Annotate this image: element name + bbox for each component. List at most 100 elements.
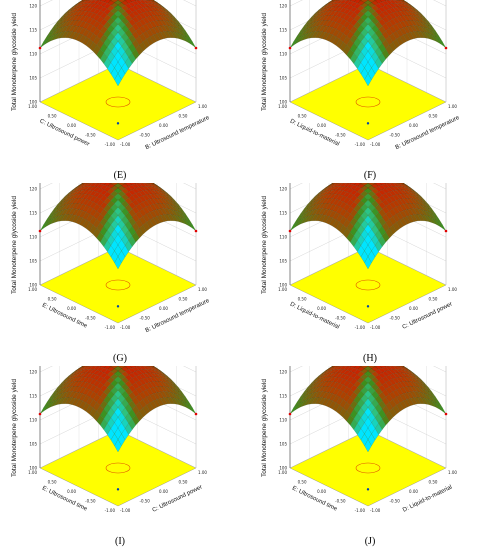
y-tick-label: 0.50 xyxy=(429,114,438,119)
edge-point xyxy=(194,412,198,416)
surface-cell xyxy=(373,183,377,184)
surface-cell xyxy=(364,439,372,453)
y-tick-label: -1.00 xyxy=(120,325,131,330)
panel-label: (E) xyxy=(114,170,127,181)
panel-f: 125120115110105100Total Monoterpene glyc… xyxy=(250,0,500,183)
x-tick-label: 0.50 xyxy=(48,297,57,302)
panel-j: 125120115110105100Total Monoterpene glyc… xyxy=(250,366,500,549)
z-axis-label: Total Monoterpene glycoside yield xyxy=(11,379,18,477)
surface-cell xyxy=(114,256,122,270)
panel-label: (G) xyxy=(113,353,127,364)
surface-mesh xyxy=(289,0,447,87)
edge-point xyxy=(38,229,42,233)
funnel-point xyxy=(116,305,120,308)
z-tick-label: 115 xyxy=(279,394,287,399)
surface-cell xyxy=(123,366,127,367)
y-tick-label: -1.00 xyxy=(120,508,131,513)
y-tick-label: -0.50 xyxy=(390,499,401,504)
panel-label: (I) xyxy=(115,536,125,547)
panel-e: 125120115110105100Total Monoterpene glyc… xyxy=(0,0,250,183)
edge-point xyxy=(288,46,292,50)
z-tick-label: 105 xyxy=(29,442,37,447)
z-tick-label: 105 xyxy=(279,76,287,81)
x-tick-label: 0.00 xyxy=(67,489,76,494)
x-tick-label: 1.00 xyxy=(278,104,287,109)
floor-contour xyxy=(355,462,381,474)
z-tick-label: 110 xyxy=(29,52,37,57)
x-axis-label: E: Ultrosound time xyxy=(41,486,89,513)
funnel-point xyxy=(366,122,370,125)
floor-contour xyxy=(105,462,131,474)
y-tick-label: 0.50 xyxy=(179,297,188,302)
z-tick-label: 115 xyxy=(29,28,37,33)
surface-plot-i: 125120115110105100Total Monoterpene glyc… xyxy=(11,366,207,547)
z-tick-label: 120 xyxy=(279,370,287,375)
panel-label: (J) xyxy=(365,536,376,547)
y-tick-label: -1.00 xyxy=(120,142,131,147)
x-tick-label: 1.00 xyxy=(278,287,287,292)
edge-point xyxy=(288,229,292,233)
surface-cell xyxy=(364,256,372,270)
funnel-point xyxy=(116,488,120,491)
y-tick-label: 0.00 xyxy=(159,489,168,494)
funnel-point xyxy=(366,305,370,308)
edge-point xyxy=(444,46,448,50)
x-axis-label: E: Ultrosound time xyxy=(41,303,89,330)
surface-cell xyxy=(114,73,122,87)
x-tick-label: 1.00 xyxy=(28,287,37,292)
z-tick-label: 110 xyxy=(279,235,287,240)
y-tick-label: 1.00 xyxy=(198,104,207,109)
edge-point xyxy=(38,412,42,416)
surface-cell xyxy=(123,0,127,1)
panel-g: 125120115110105100Total Monoterpene glyc… xyxy=(0,183,250,366)
floor-contour xyxy=(355,279,381,291)
y-tick-label: 0.00 xyxy=(409,123,418,128)
y-tick-label: 1.00 xyxy=(198,287,207,292)
z-tick-label: 110 xyxy=(29,235,37,240)
z-axis-label: Total Monoterpene glycoside yield xyxy=(261,13,268,111)
x-tick-label: -0.50 xyxy=(85,133,96,138)
z-tick-label: 100 xyxy=(29,283,37,288)
z-tick-label: 115 xyxy=(279,211,287,216)
x-tick-label: 0.00 xyxy=(317,489,326,494)
x-tick-label: -1.00 xyxy=(105,325,116,330)
y-tick-label: -1.00 xyxy=(370,142,381,147)
z-tick-label: 105 xyxy=(279,259,287,264)
surface-cell xyxy=(109,183,113,184)
x-tick-label: -1.00 xyxy=(355,325,366,330)
funnel-point xyxy=(366,488,370,491)
z-tick-label: 100 xyxy=(29,466,37,471)
y-tick-label: 0.50 xyxy=(429,297,438,302)
surface-cell xyxy=(359,366,363,367)
surface-mesh xyxy=(289,366,447,453)
surface-cell xyxy=(373,0,377,1)
x-tick-label: -1.00 xyxy=(105,142,116,147)
surface-mesh xyxy=(39,183,197,270)
x-tick-label: 0.00 xyxy=(317,306,326,311)
floor-contour xyxy=(355,96,381,108)
x-tick-label: 0.50 xyxy=(298,480,307,485)
y-tick-label: 1.00 xyxy=(448,287,457,292)
z-tick-label: 100 xyxy=(279,100,287,105)
z-tick-label: 100 xyxy=(279,283,287,288)
x-axis-label: D: Liquid-to-material xyxy=(289,302,340,331)
edge-point xyxy=(444,412,448,416)
z-tick-label: 105 xyxy=(279,442,287,447)
surface-plot-j: 125120115110105100Total Monoterpene glyc… xyxy=(261,366,457,547)
x-axis-label: D: Liquid-to-material xyxy=(289,119,340,148)
x-tick-label: 0.00 xyxy=(317,123,326,128)
surface-cell xyxy=(359,183,363,184)
y-tick-label: 1.00 xyxy=(448,104,457,109)
z-tick-label: 105 xyxy=(29,76,37,81)
x-tick-label: 0.00 xyxy=(67,306,76,311)
z-tick-label: 120 xyxy=(29,370,37,375)
y-tick-label: 1.00 xyxy=(198,470,207,475)
surface-cell xyxy=(359,0,363,1)
z-tick-label: 120 xyxy=(279,187,287,192)
x-tick-label: -0.50 xyxy=(85,499,96,504)
x-tick-label: -0.50 xyxy=(335,499,346,504)
panel-label: (F) xyxy=(364,170,376,181)
z-tick-label: 115 xyxy=(279,28,287,33)
surface-cell xyxy=(123,183,127,184)
z-axis-label: Total Monoterpene glycoside yield xyxy=(11,13,18,111)
